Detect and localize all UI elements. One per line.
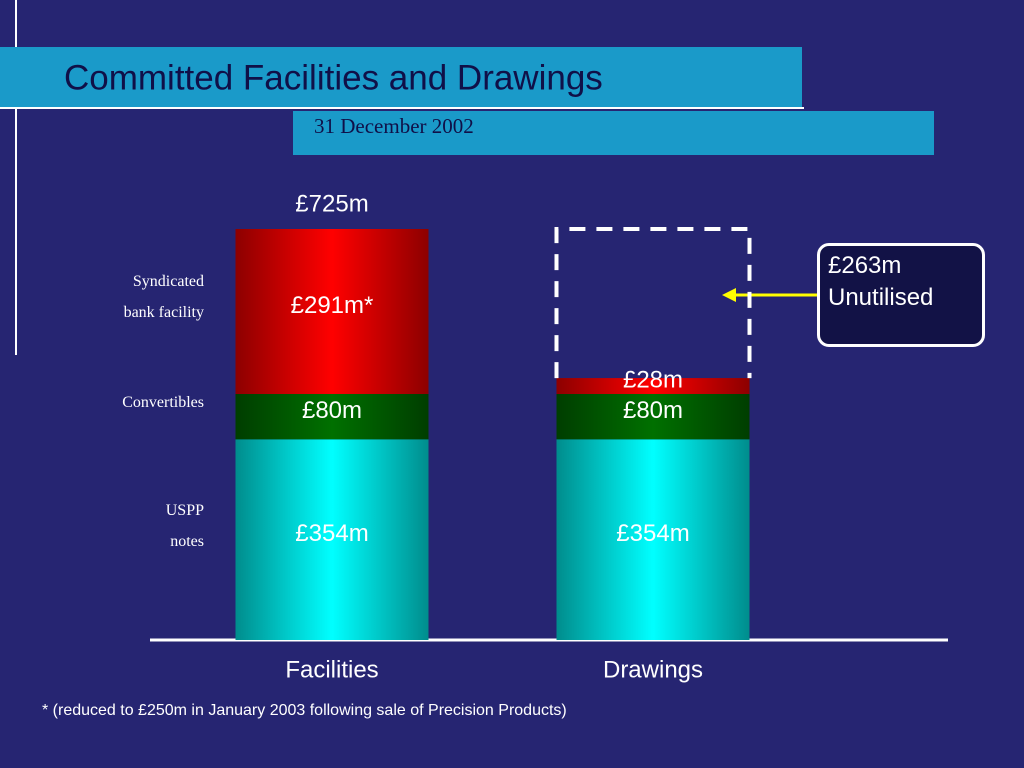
callout-label: £263m Unutilised <box>817 243 985 347</box>
chart-subtitle: 31 December 2002 <box>314 114 474 138</box>
subtitle-bar <box>293 111 934 155</box>
bar-shade <box>556 378 750 394</box>
bar-shade <box>235 393 429 440</box>
legend-label: Convertibles <box>122 394 204 412</box>
value-label: £354m <box>295 520 368 547</box>
arrow-head <box>722 288 736 302</box>
total-label: £725m <box>295 190 368 217</box>
value-label: £354m <box>616 520 689 547</box>
value-label: £80m <box>623 397 683 424</box>
footnote: * (reduced to £250m in January 2003 foll… <box>42 702 567 719</box>
bar-shade <box>235 229 429 394</box>
bar-shade <box>235 439 429 640</box>
x-tick-label: Facilities <box>285 656 378 683</box>
chart-title: Committed Facilities and Drawings <box>64 58 603 97</box>
title-bar <box>0 47 802 107</box>
x-tick-label: Drawings <box>603 656 703 683</box>
legend-label: USPP notes <box>165 501 204 550</box>
bar-shade <box>556 439 750 640</box>
value-label: £28m <box>623 366 683 393</box>
bar-shade <box>556 393 750 440</box>
value-label: £80m <box>302 397 362 424</box>
legend-label: Syndicated bank facility <box>123 273 204 322</box>
value-label: £291m* <box>291 292 374 319</box>
unutilised-box <box>554 227 752 379</box>
